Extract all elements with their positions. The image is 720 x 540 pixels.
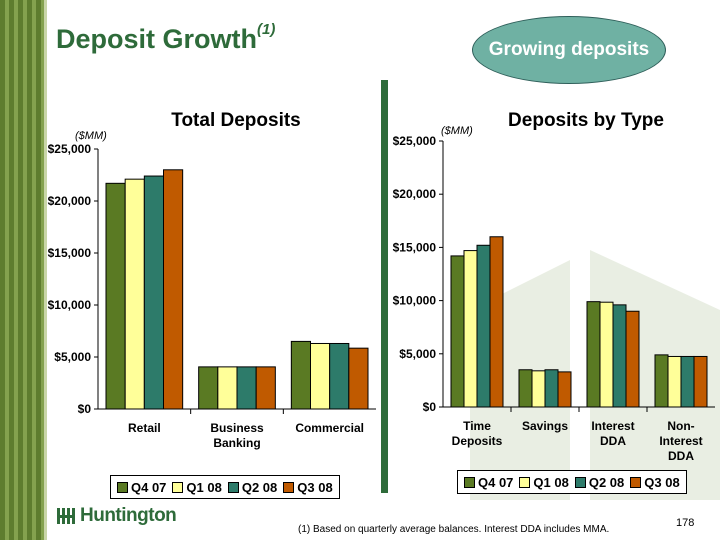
legend-swatch (574, 476, 586, 488)
legend-label: Q2 08 (241, 479, 278, 495)
bar (489, 236, 504, 408)
left-stripe-decoration (0, 0, 47, 540)
bar (654, 354, 669, 408)
legend-swatch (464, 476, 475, 488)
bar (612, 304, 627, 408)
category-label: Banking (213, 436, 260, 450)
y-tick-label: $25,000 (48, 142, 92, 156)
legend-label: Q2 08 (588, 474, 625, 490)
bar (599, 301, 614, 408)
y-tick-label: $20,000 (393, 187, 437, 201)
bar (236, 366, 257, 410)
bar (310, 342, 331, 410)
legend-label: Q1 08 (186, 479, 222, 495)
category-label: Interest (659, 434, 702, 448)
bar (105, 182, 126, 410)
bar (463, 250, 478, 408)
bar (290, 340, 312, 410)
legend-swatch (283, 481, 295, 493)
bar (680, 355, 695, 408)
bar (329, 342, 350, 410)
unit-label: ($MM) (441, 125, 473, 137)
category-label: Savings (522, 419, 568, 433)
legend-label: Q4 07 (131, 479, 167, 495)
legend-deposits-by-type: Q4 07 Q1 08 Q2 08 Q3 08 (457, 470, 687, 494)
category-label: Interest (591, 419, 634, 433)
bar (586, 301, 601, 408)
bar (667, 355, 682, 408)
legend-swatch (172, 481, 184, 493)
legend-label: Q3 08 (644, 474, 680, 490)
bar (198, 366, 219, 410)
category-label: Non- (667, 419, 694, 433)
legend-swatch (227, 481, 239, 493)
category-label: DDA (668, 449, 694, 463)
bar (143, 175, 164, 410)
bar (544, 369, 559, 408)
bar (217, 366, 238, 410)
y-tick-label: $20,000 (48, 194, 92, 208)
legend-label: Q1 08 (533, 474, 569, 490)
y-tick-label: $10,000 (48, 298, 92, 312)
legend-swatch (630, 476, 642, 488)
legend-item: Q1 08 (519, 474, 569, 490)
legend-item: Q4 07 (117, 480, 166, 495)
bar (693, 355, 708, 408)
y-tick-label: $5,000 (399, 347, 436, 361)
y-tick-label: $10,000 (393, 294, 437, 308)
bar (476, 244, 491, 408)
slide-title: Deposit Growth(1) (56, 21, 276, 54)
bar (124, 178, 145, 410)
bar (625, 310, 640, 408)
category-label: Commercial (295, 421, 364, 435)
legend-label: Q3 08 (297, 479, 333, 495)
bar (348, 347, 369, 410)
legend-item: Q1 08 (172, 479, 222, 495)
legend-swatch (519, 476, 531, 488)
legend-item: Q3 08 (283, 479, 333, 495)
bar (518, 369, 533, 408)
y-tick-label: $25,000 (393, 134, 437, 148)
bar (255, 366, 276, 410)
category-label: Business (210, 421, 264, 435)
huntington-logo: Huntington (56, 505, 177, 527)
category-label: Time (463, 419, 491, 433)
footnote: (1) Based on quarterly average balances.… (298, 524, 610, 535)
legend-item: Q4 07 (464, 475, 513, 490)
chart-title: Total Deposits (171, 110, 301, 131)
bar (450, 255, 465, 408)
huntington-logo-icon (57, 508, 75, 524)
category-label: Retail (128, 421, 161, 435)
legend-swatch (117, 481, 128, 493)
legend-label: Q4 07 (478, 474, 514, 490)
legend-item: Q2 08 (227, 479, 278, 495)
chart-title: Deposits by Type (508, 110, 664, 131)
y-tick-label: $0 (423, 400, 437, 414)
chart-divider (381, 80, 388, 493)
growing-deposits-callout: Growing deposits (472, 16, 666, 84)
category-label: DDA (600, 434, 626, 448)
bar (557, 371, 572, 408)
legend-item: Q2 08 (574, 474, 625, 490)
bar (163, 169, 184, 410)
y-tick-label: $5,000 (54, 350, 91, 364)
bar (531, 370, 546, 408)
legend-total-deposits: Q4 07 Q1 08 Q2 08 Q3 08 (110, 475, 340, 499)
y-tick-label: $15,000 (48, 246, 92, 260)
y-tick-label: $0 (78, 402, 92, 416)
category-label: Deposits (452, 434, 503, 448)
page-number: 178 (676, 517, 695, 529)
y-tick-label: $15,000 (393, 240, 437, 254)
legend-item: Q3 08 (630, 474, 680, 490)
unit-label: ($MM) (75, 130, 107, 142)
